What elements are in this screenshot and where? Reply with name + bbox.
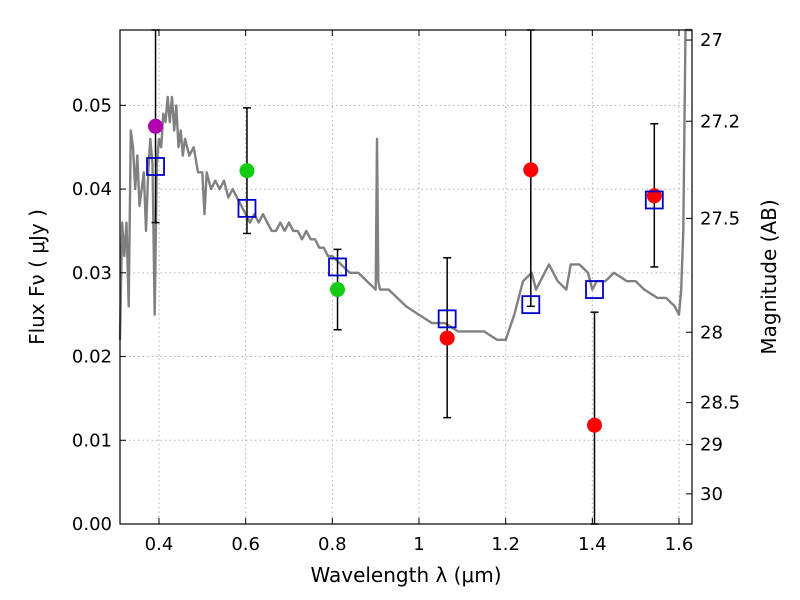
y2-ticks: 27 27.2 27.5 28 28.5 29 30: [686, 30, 740, 505]
x-tick-label: 0.4: [145, 534, 174, 555]
model-flux-box: [585, 280, 604, 299]
y2-axis-label: Magnitude (AB): [757, 199, 781, 354]
plot-frame: [119, 29, 693, 525]
y2-tick-label: 27.2: [700, 111, 740, 132]
observation-point-red: [646, 188, 662, 204]
y2-tick-label: 28.5: [700, 393, 740, 414]
model-flux-boxes-layer: [146, 157, 664, 329]
y2-tick-label: 30: [700, 484, 723, 505]
y-tick-label: 0.01: [72, 430, 112, 451]
x-tick-label: 1.6: [665, 534, 694, 555]
errorbar-layer: [151, 29, 659, 525]
observation-point-red: [587, 417, 602, 433]
y-tick-label: 0.00: [72, 514, 112, 535]
observation-point-purple: [148, 118, 164, 134]
model-flux-box: [521, 295, 541, 315]
y-ticks: 0.00 0.01 0.02 0.03 0.04 0.05: [72, 95, 126, 535]
y2-tick-label: 28: [700, 322, 723, 343]
observation-points-layer: [148, 118, 662, 433]
x-ticks: 0.4 0.6 0.8 1 1.2 1.4 1.6: [145, 30, 694, 555]
x-axis-label: Wavelength λ (μm): [310, 563, 501, 587]
model-flux-box: [328, 257, 347, 277]
y-tick-label: 0.04: [72, 179, 112, 200]
model-flux-box: [146, 157, 165, 176]
model-flux-box: [237, 198, 257, 218]
model-flux-box: [437, 309, 457, 329]
y-tick-label: 0.05: [72, 95, 112, 116]
observation-point-red: [439, 330, 455, 346]
y-axis-label: Flux Fν ( μJy ): [25, 209, 49, 345]
observation-point-green: [330, 282, 346, 298]
y-tick-label: 0.02: [72, 347, 112, 368]
y2-tick-label: 27.5: [700, 208, 740, 229]
x-tick-label: 0.6: [231, 534, 260, 555]
x-tick-label: 0.8: [318, 534, 347, 555]
x-tick-label: 1.4: [578, 534, 607, 555]
sed-model-layer: [118, 28, 692, 341]
y-tick-label: 0.03: [72, 263, 112, 284]
x-tick-label: 1: [413, 534, 424, 555]
model-flux-box: [644, 190, 664, 210]
sed-model-line: [118, 28, 692, 341]
grid: [120, 30, 692, 525]
observation-point-green: [239, 163, 255, 179]
y2-tick-label: 29: [700, 434, 723, 455]
y2-tick-label: 27: [700, 30, 723, 51]
observation-point-red: [523, 162, 539, 178]
x-tick-label: 1.2: [491, 534, 520, 555]
